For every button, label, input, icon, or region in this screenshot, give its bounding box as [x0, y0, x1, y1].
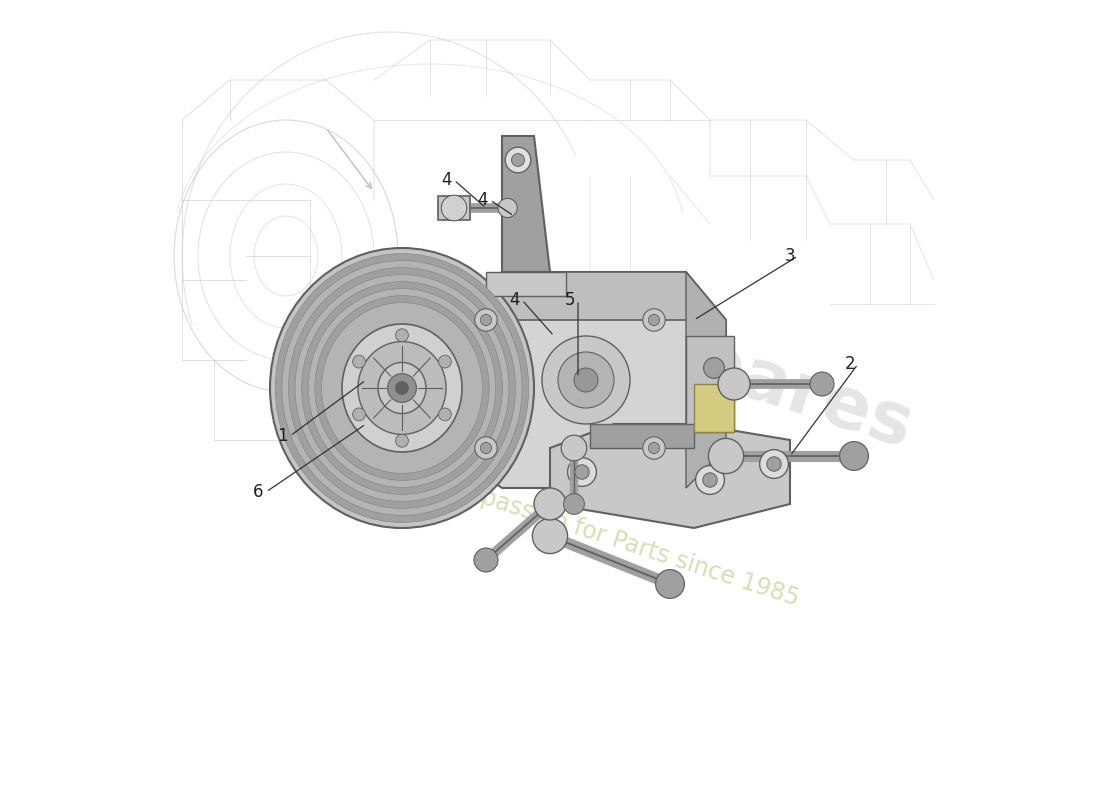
Polygon shape	[446, 272, 726, 488]
Polygon shape	[486, 272, 566, 296]
Ellipse shape	[282, 261, 522, 515]
Circle shape	[396, 329, 408, 342]
Polygon shape	[438, 196, 470, 220]
Circle shape	[532, 518, 568, 554]
Polygon shape	[502, 136, 550, 272]
Ellipse shape	[321, 302, 483, 474]
Ellipse shape	[301, 282, 503, 494]
Ellipse shape	[295, 274, 509, 502]
Text: eurospares: eurospares	[466, 257, 922, 463]
Circle shape	[481, 442, 492, 454]
Polygon shape	[590, 424, 694, 448]
Circle shape	[563, 494, 584, 514]
Circle shape	[642, 437, 666, 459]
Circle shape	[810, 372, 834, 396]
Ellipse shape	[308, 289, 496, 487]
Circle shape	[534, 488, 566, 520]
Ellipse shape	[396, 382, 408, 394]
Text: a passion for Parts since 1985: a passion for Parts since 1985	[458, 478, 803, 610]
Ellipse shape	[315, 296, 490, 480]
Circle shape	[561, 435, 586, 461]
Circle shape	[642, 309, 666, 331]
Text: 2: 2	[845, 355, 856, 373]
Polygon shape	[550, 424, 790, 528]
Ellipse shape	[498, 198, 517, 218]
Circle shape	[353, 408, 365, 421]
Circle shape	[695, 466, 725, 494]
Polygon shape	[694, 384, 734, 432]
Ellipse shape	[358, 342, 446, 434]
Circle shape	[505, 147, 531, 173]
Text: 5: 5	[564, 291, 575, 309]
Circle shape	[439, 355, 451, 368]
Circle shape	[648, 442, 660, 454]
Circle shape	[439, 408, 451, 421]
Text: 4: 4	[508, 291, 519, 309]
Circle shape	[708, 438, 744, 474]
Ellipse shape	[270, 248, 534, 528]
Circle shape	[396, 434, 408, 447]
Ellipse shape	[288, 267, 516, 509]
Circle shape	[718, 368, 750, 400]
Circle shape	[475, 309, 497, 331]
Circle shape	[648, 314, 660, 326]
Ellipse shape	[704, 358, 725, 378]
Circle shape	[474, 548, 498, 572]
Circle shape	[475, 437, 497, 459]
Circle shape	[353, 355, 365, 368]
Polygon shape	[686, 336, 734, 432]
Polygon shape	[446, 272, 726, 320]
Ellipse shape	[574, 368, 598, 392]
Circle shape	[703, 473, 717, 487]
Circle shape	[575, 465, 590, 479]
Circle shape	[568, 458, 596, 486]
Ellipse shape	[342, 324, 462, 452]
Polygon shape	[686, 272, 726, 488]
Circle shape	[512, 154, 525, 166]
Circle shape	[839, 442, 868, 470]
Circle shape	[656, 570, 684, 598]
Text: 6: 6	[253, 483, 263, 501]
Text: 4: 4	[441, 171, 451, 189]
Text: 1: 1	[277, 427, 287, 445]
Ellipse shape	[558, 352, 614, 408]
Text: 4: 4	[476, 191, 487, 209]
Ellipse shape	[275, 254, 529, 522]
Text: 3: 3	[784, 247, 795, 265]
Ellipse shape	[387, 374, 417, 402]
Ellipse shape	[378, 362, 426, 414]
Circle shape	[481, 314, 492, 326]
Ellipse shape	[542, 336, 630, 424]
Circle shape	[767, 457, 781, 471]
Ellipse shape	[441, 195, 466, 221]
Circle shape	[760, 450, 789, 478]
